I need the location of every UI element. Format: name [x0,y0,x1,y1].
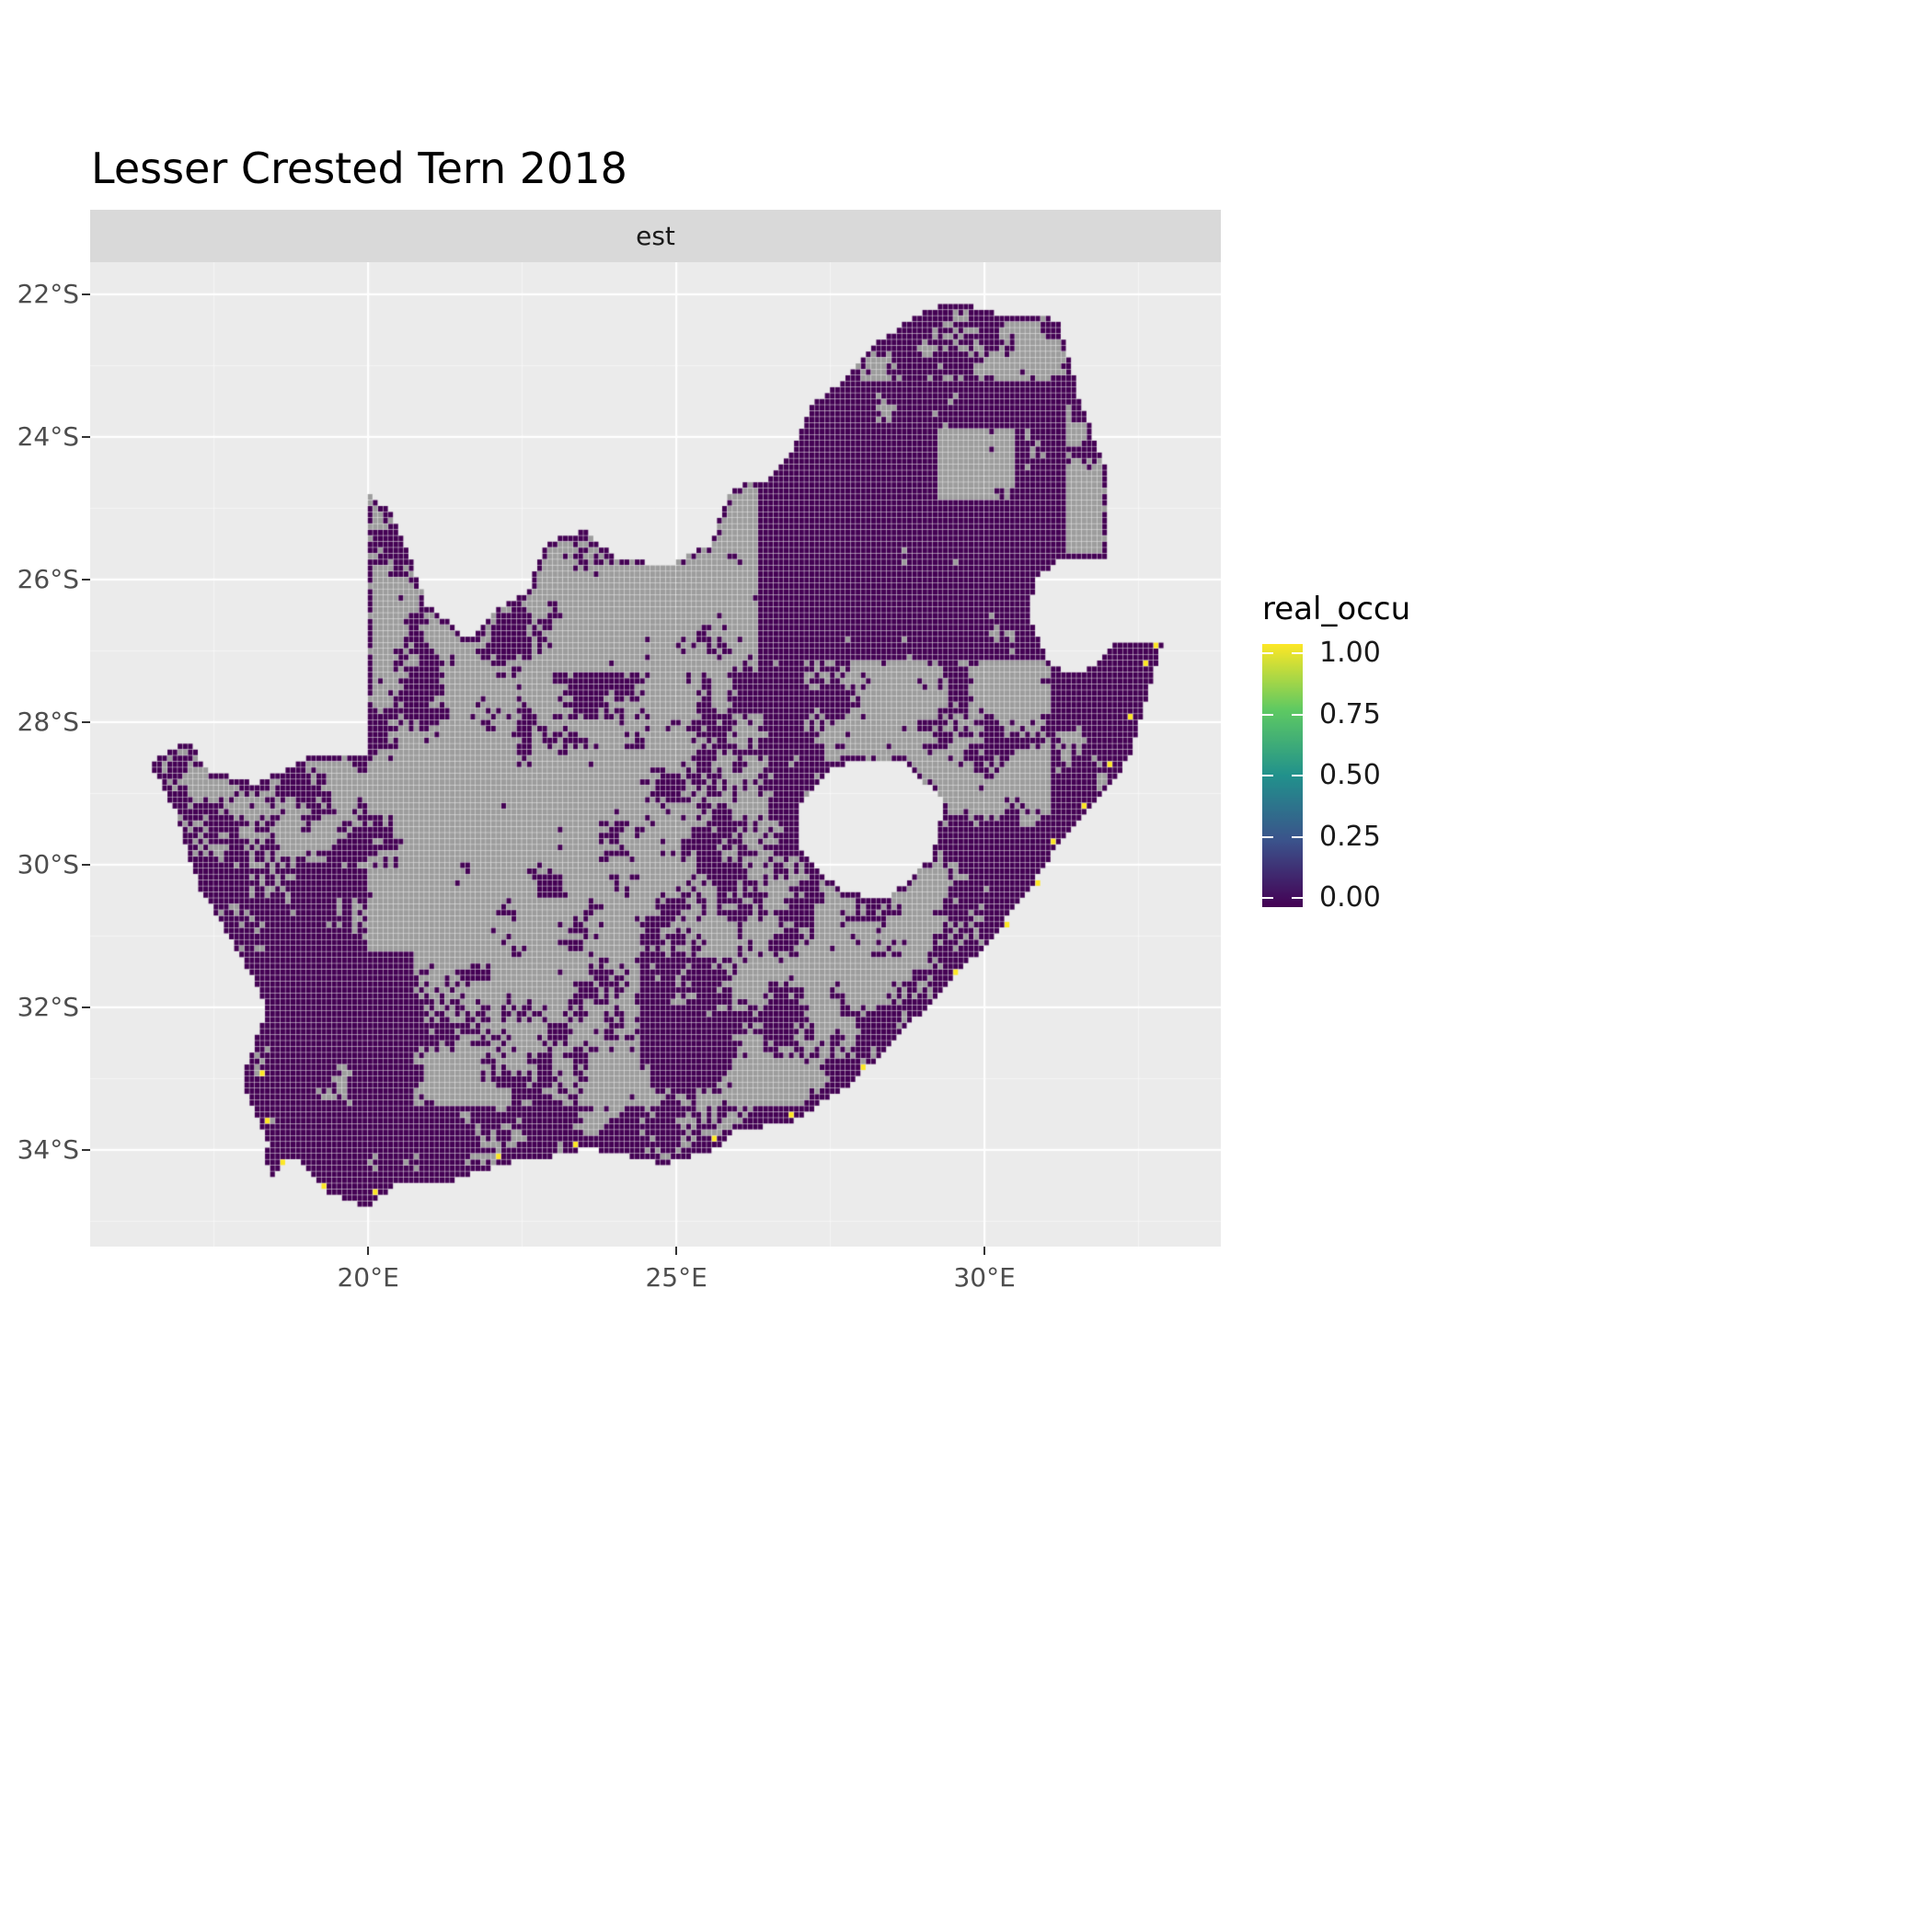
y-tick-label: 22°S [17,278,79,309]
legend-tick-label: 0.50 [1319,759,1381,791]
x-tick-mark [367,1247,370,1255]
legend-tick-label: 0.75 [1319,697,1381,730]
legend-gradient-bar [1262,644,1303,907]
chart-title: Lesser Crested Tern 2018 [91,144,627,193]
x-tick-label: 20°E [337,1262,399,1293]
x-tick-label: 25°E [645,1262,707,1293]
legend-tick-label: 1.00 [1319,637,1381,669]
y-tick-label: 24°S [17,420,79,452]
y-tick-mark [82,435,90,438]
y-tick-label: 30°S [17,848,79,880]
y-tick-label: 34°S [17,1133,79,1165]
x-tick-mark [983,1247,986,1255]
y-tick-mark [82,293,90,295]
y-tick-mark [82,1148,90,1151]
facet-strip-label: est [636,221,675,251]
y-tick-label: 26°S [17,563,79,594]
facet-strip: est [90,210,1221,262]
y-tick-mark [82,720,90,723]
y-tick-mark [82,578,90,581]
legend-tick-label: 0.00 [1319,881,1381,914]
y-tick-label: 32°S [17,991,79,1022]
map-panel [90,262,1221,1247]
legend-tick-label: 0.25 [1319,820,1381,853]
y-tick-mark [82,1006,90,1008]
y-tick-label: 28°S [17,706,79,737]
map-canvas [90,262,1221,1247]
y-tick-mark [82,863,90,866]
x-tick-label: 30°E [953,1262,1016,1293]
legend-title: real_occu [1262,591,1411,627]
x-tick-mark [675,1247,678,1255]
